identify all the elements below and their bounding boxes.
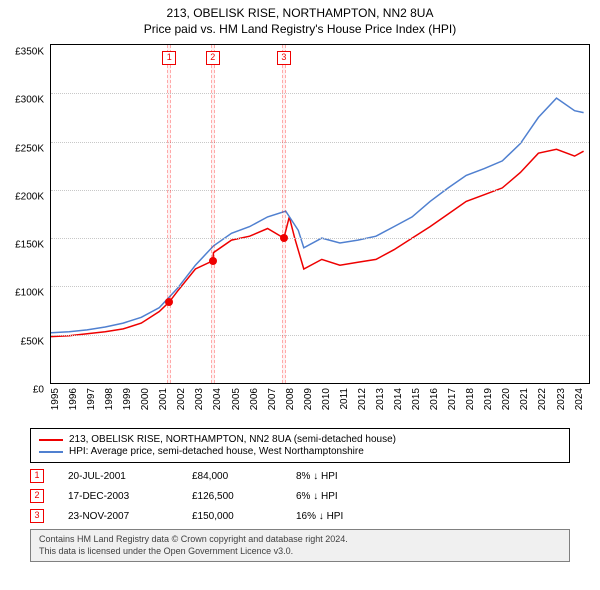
x-axis: 1995 1996 1997 1998 1999 2000 2001 2002 2003 2004… [50, 384, 590, 424]
event-row: 3 23-NOV-2007 £150,000 16% ↓ HPI [30, 509, 570, 523]
x-tick-label: 2013 [375, 388, 386, 410]
event-diff: 8% ↓ HPI [296, 471, 396, 482]
x-tick-label: 2017 [447, 388, 458, 410]
event-diff: 6% ↓ HPI [296, 491, 396, 502]
y-tick-label: £50K [21, 336, 44, 347]
event-price: £84,000 [192, 471, 272, 482]
x-tick-label: 2011 [339, 388, 350, 410]
y-tick-label: £300K [15, 95, 44, 106]
gridline [51, 238, 589, 239]
x-tick-label: 2019 [483, 388, 494, 410]
legend-swatch [39, 439, 63, 441]
chart-subtitle: Price paid vs. HM Land Registry's House … [0, 22, 600, 36]
gridline [51, 190, 589, 191]
legend-row: HPI: Average price, semi-detached house,… [39, 446, 561, 457]
y-axis: £0£50K£100K£150K£200K£250K£300K£350K [0, 52, 48, 392]
x-tick-label: 2018 [465, 388, 476, 410]
chart-title-block: 213, OBELISK RISE, NORTHAMPTON, NN2 8UA … [0, 0, 600, 36]
event-number-box: 3 [30, 509, 44, 523]
chart-plot-area: 1 2 3 [50, 44, 590, 384]
footer-line-1: Contains HM Land Registry data © Crown c… [39, 534, 561, 546]
legend: 213, OBELISK RISE, NORTHAMPTON, NN2 8UA … [30, 428, 570, 463]
x-tick-label: 2015 [411, 388, 422, 410]
x-tick-label: 1995 [50, 388, 61, 410]
marker-band [167, 45, 171, 383]
x-tick-label: 2020 [501, 388, 512, 410]
legend-row: 213, OBELISK RISE, NORTHAMPTON, NN2 8UA … [39, 434, 561, 445]
footer-line-2: This data is licensed under the Open Gov… [39, 546, 561, 558]
x-tick-label: 2014 [393, 388, 404, 410]
event-price: £150,000 [192, 511, 272, 522]
event-row: 1 20-JUL-2001 £84,000 8% ↓ HPI [30, 469, 570, 483]
x-tick-label: 2007 [267, 388, 278, 410]
x-tick-label: 2024 [574, 388, 585, 410]
gridline [51, 93, 589, 94]
marker-number-box: 1 [162, 51, 176, 65]
footer-attribution: Contains HM Land Registry data © Crown c… [30, 529, 570, 562]
marker-band [211, 45, 215, 383]
x-tick-label: 1999 [122, 388, 133, 410]
event-date: 17-DEC-2003 [68, 491, 168, 502]
event-number-box: 2 [30, 489, 44, 503]
series-line-hpi [51, 98, 584, 333]
event-number-box: 1 [30, 469, 44, 483]
x-tick-label: 2003 [194, 388, 205, 410]
x-tick-label: 1996 [68, 388, 79, 410]
y-tick-label: £200K [15, 191, 44, 202]
x-tick-label: 1998 [104, 388, 115, 410]
event-list: 1 20-JUL-2001 £84,000 8% ↓ HPI 2 17-DEC-2003 £… [30, 469, 570, 523]
y-tick-label: £100K [15, 288, 44, 299]
gridline [51, 286, 589, 287]
marker-dot [165, 298, 173, 306]
marker-number-box: 3 [277, 51, 291, 65]
x-tick-label: 2016 [429, 388, 440, 410]
gridline [51, 142, 589, 143]
y-tick-label: £250K [15, 143, 44, 154]
series-line-price_paid [51, 149, 584, 336]
chart-title: 213, OBELISK RISE, NORTHAMPTON, NN2 8UA [0, 6, 600, 20]
y-tick-label: £0 [33, 385, 44, 396]
legend-label: HPI: Average price, semi-detached house,… [69, 446, 364, 457]
chart-series-svg [51, 45, 589, 383]
x-tick-label: 2010 [321, 388, 332, 410]
legend-label: 213, OBELISK RISE, NORTHAMPTON, NN2 8UA … [69, 434, 396, 445]
marker-dot [280, 234, 288, 242]
event-price: £126,500 [192, 491, 272, 502]
x-tick-label: 2022 [537, 388, 548, 410]
marker-dot [209, 257, 217, 265]
event-row: 2 17-DEC-2003 £126,500 6% ↓ HPI [30, 489, 570, 503]
event-diff: 16% ↓ HPI [296, 511, 396, 522]
x-tick-label: 2009 [303, 388, 314, 410]
event-date: 20-JUL-2001 [68, 471, 168, 482]
x-tick-label: 2012 [357, 388, 368, 410]
x-tick-label: 2000 [140, 388, 151, 410]
marker-number-box: 2 [206, 51, 220, 65]
x-tick-label: 2008 [285, 388, 296, 410]
x-tick-label: 2004 [212, 388, 223, 410]
y-tick-label: £150K [15, 240, 44, 251]
legend-swatch [39, 451, 63, 453]
x-tick-label: 2023 [556, 388, 567, 410]
marker-band [282, 45, 286, 383]
y-tick-label: £350K [15, 47, 44, 58]
x-tick-label: 2002 [176, 388, 187, 410]
gridline [51, 335, 589, 336]
x-tick-label: 2021 [519, 388, 530, 410]
event-date: 23-NOV-2007 [68, 511, 168, 522]
x-tick-label: 2005 [231, 388, 242, 410]
x-tick-label: 2001 [158, 388, 169, 410]
x-tick-label: 2006 [249, 388, 260, 410]
x-tick-label: 1997 [86, 388, 97, 410]
